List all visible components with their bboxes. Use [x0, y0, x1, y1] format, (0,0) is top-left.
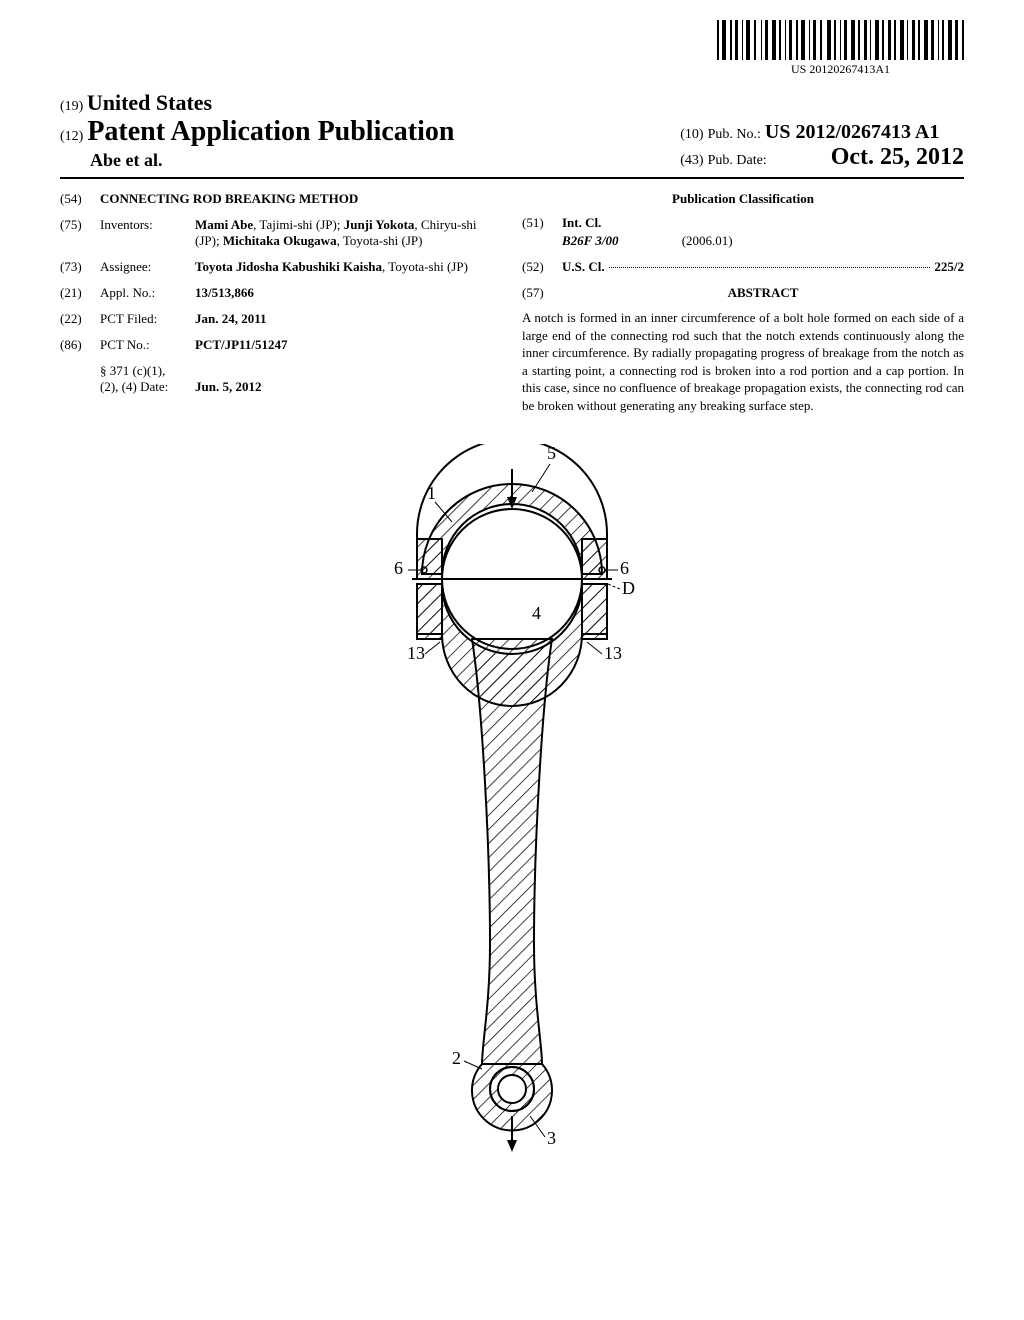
- biblio-columns: (54) CONNECTING ROD BREAKING METHOD (75)…: [60, 191, 964, 414]
- sect371-field-2: (2), (4) Date: Jun. 5, 2012: [60, 379, 502, 395]
- inventors-value: Mami Abe, Tajimi-shi (JP); Junji Yokota,…: [195, 217, 502, 249]
- pub-type: Patent Application Publication: [87, 116, 454, 147]
- inventor-loc-2: , Toyota-shi (JP): [337, 233, 423, 248]
- pctfiled-value: Jan. 24, 2011: [195, 311, 502, 327]
- svg-text:13: 13: [407, 643, 425, 663]
- header-row: (12) Patent Application Publication Abe …: [60, 116, 964, 179]
- title-field: (54) CONNECTING ROD BREAKING METHOD: [60, 191, 502, 207]
- inventors-label: Inventors:: [100, 217, 195, 233]
- svg-text:1: 1: [427, 483, 436, 503]
- classification-heading: Publication Classification: [522, 191, 964, 207]
- abstract-heading-row: (57) ABSTRACT: [522, 285, 964, 309]
- inventors-field: (75) Inventors: Mami Abe, Tajimi-shi (JP…: [60, 217, 502, 249]
- sect371-value: Jun. 5, 2012: [195, 379, 502, 395]
- abstract-code: (57): [522, 285, 562, 309]
- pctno-value: PCT/JP11/51247: [195, 337, 502, 353]
- sect371-label1: § 371 (c)(1),: [100, 363, 195, 379]
- sect371-label2: (2), (4) Date:: [100, 379, 195, 395]
- inventor-name-0: Mami Abe: [195, 217, 253, 232]
- svg-text:2: 2: [452, 1048, 461, 1068]
- applno-value: 13/513,866: [195, 285, 502, 301]
- inventor-loc-0: , Tajimi-shi (JP);: [253, 217, 344, 232]
- intcl-edition: (2006.01): [682, 233, 733, 248]
- svg-text:6: 6: [620, 558, 629, 578]
- inventor-name-2: Michitaka Okugawa: [223, 233, 337, 248]
- assignee-loc: , Toyota-shi (JP): [382, 259, 468, 274]
- sect371-field-1: § 371 (c)(1),: [60, 363, 502, 379]
- figure-container: 5 1 6 6 D 4 13 13 2 3: [60, 444, 964, 1164]
- pub-no-label: Pub. No.:: [708, 127, 761, 143]
- connecting-rod-figure: 5 1 6 6 D 4 13 13 2 3: [322, 444, 702, 1164]
- svg-text:3: 3: [547, 1128, 556, 1148]
- svg-text:4: 4: [532, 603, 541, 623]
- pub-type-code: (12): [60, 129, 83, 144]
- header-left: (12) Patent Application Publication Abe …: [60, 116, 680, 171]
- svg-text:D: D: [622, 578, 635, 598]
- barcode-number: US 20120267413A1: [717, 62, 964, 77]
- applno-field: (21) Appl. No.: 13/513,866: [60, 285, 502, 301]
- assignee-code: (73): [60, 259, 100, 275]
- uscl-line: U.S. Cl. 225/2: [562, 259, 964, 275]
- pub-date-line: (43) Pub. Date: Oct. 25, 2012: [680, 144, 964, 171]
- barcode-block: US 20120267413A1: [717, 20, 964, 77]
- intcl-value-line: B26F 3/00 (2006.01): [562, 233, 964, 249]
- assignee-name: Toyota Jidosha Kabushiki Kaisha: [195, 259, 382, 274]
- applno-label: Appl. No.:: [100, 285, 195, 301]
- intcl-label: Int. Cl.: [562, 215, 964, 231]
- authority-name: United States: [87, 90, 212, 115]
- svg-text:6: 6: [394, 558, 403, 578]
- uscl-dots: [609, 267, 931, 268]
- pctno-label: PCT No.:: [100, 337, 195, 353]
- intcl-code: (51): [522, 215, 562, 231]
- abstract-heading: ABSTRACT: [562, 285, 964, 301]
- authority-line: (19) United States: [60, 90, 964, 116]
- pub-no-line: (10) Pub. No.: US 2012/0267413 A1: [680, 121, 964, 144]
- pub-date-code: (43): [680, 153, 703, 168]
- intcl-value-row: B26F 3/00 (2006.01): [522, 233, 964, 249]
- pctfiled-field: (22) PCT Filed: Jan. 24, 2011: [60, 311, 502, 327]
- intcl-field: (51) Int. Cl.: [522, 215, 964, 231]
- barcode-graphic: [717, 20, 964, 60]
- authors-line: Abe et al.: [60, 150, 680, 171]
- right-column: Publication Classification (51) Int. Cl.…: [522, 191, 964, 414]
- svg-text:13: 13: [604, 643, 622, 663]
- pctfiled-label: PCT Filed:: [100, 311, 195, 327]
- assignee-field: (73) Assignee: Toyota Jidosha Kabushiki …: [60, 259, 502, 275]
- abstract-text: A notch is formed in an inner circumfere…: [522, 309, 964, 414]
- title-code: (54): [60, 191, 100, 207]
- svg-text:5: 5: [547, 444, 556, 463]
- header-right: (10) Pub. No.: US 2012/0267413 A1 (43) P…: [680, 121, 964, 171]
- pctfiled-code: (22): [60, 311, 100, 327]
- left-column: (54) CONNECTING ROD BREAKING METHOD (75)…: [60, 191, 502, 414]
- uscl-code: (52): [522, 259, 562, 275]
- uscl-label: U.S. Cl.: [562, 259, 605, 275]
- inventors-code: (75): [60, 217, 100, 233]
- pctno-field: (86) PCT No.: PCT/JP11/51247: [60, 337, 502, 353]
- inventor-name-1: Junji Yokota: [344, 217, 415, 232]
- title-value: CONNECTING ROD BREAKING METHOD: [100, 191, 502, 207]
- authority-code: (19): [60, 99, 83, 114]
- assignee-value: Toyota Jidosha Kabushiki Kaisha, Toyota-…: [195, 259, 502, 275]
- pub-date-label: Pub. Date:: [708, 153, 767, 168]
- intcl-class: B26F 3/00: [562, 233, 618, 248]
- assignee-label: Assignee:: [100, 259, 195, 275]
- pub-no-code: (10): [680, 127, 703, 143]
- pctno-code: (86): [60, 337, 100, 353]
- pub-no-value: US 2012/0267413 A1: [765, 121, 939, 143]
- pub-type-line: (12) Patent Application Publication: [60, 116, 680, 148]
- uscl-field: (52) U.S. Cl. 225/2: [522, 259, 964, 275]
- pub-date-value: Oct. 25, 2012: [831, 144, 964, 170]
- uscl-value: 225/2: [934, 259, 964, 275]
- applno-code: (21): [60, 285, 100, 301]
